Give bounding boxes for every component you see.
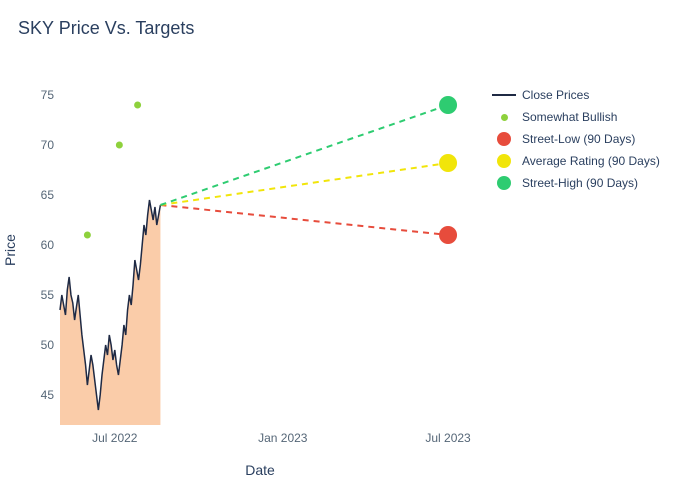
legend-dot-icon (501, 114, 508, 121)
legend-symbol (490, 132, 518, 146)
target-marker-low (439, 226, 457, 244)
legend: Close Prices Somewhat Bullish Street-Low (… (490, 85, 660, 195)
bullish-point (134, 102, 141, 109)
legend-item: Street-Low (90 Days) (490, 129, 660, 149)
legend-dot-icon (497, 154, 511, 168)
x-tick: Jul 2022 (92, 425, 137, 445)
y-tick: 65 (41, 188, 60, 202)
y-tick: 70 (41, 138, 60, 152)
legend-dot-icon (497, 176, 511, 190)
legend-label: Street-Low (90 Days) (522, 132, 635, 146)
chart-container: SKY Price Vs. Targets Price Date 4550556… (0, 0, 700, 500)
plot-area: 45505560657075 Jul 2022Jan 2023Jul 2023 (60, 85, 480, 425)
y-tick: 60 (41, 238, 60, 252)
legend-label: Street-High (90 Days) (522, 176, 638, 190)
target-line-high (160, 105, 448, 205)
legend-item: Street-High (90 Days) (490, 173, 660, 193)
legend-dot-icon (497, 132, 511, 146)
legend-item: Somewhat Bullish (490, 107, 660, 127)
target-marker-high (439, 96, 457, 114)
bullish-point (84, 232, 91, 239)
y-tick: 75 (41, 88, 60, 102)
legend-label: Average Rating (90 Days) (522, 154, 660, 168)
legend-label: Close Prices (522, 88, 589, 102)
legend-item: Average Rating (90 Days) (490, 151, 660, 171)
legend-item: Close Prices (490, 85, 660, 105)
plot-svg (60, 85, 480, 425)
x-axis-label: Date (245, 462, 275, 478)
target-marker-avg (439, 154, 457, 172)
legend-line-icon (492, 94, 516, 96)
x-tick: Jan 2023 (258, 425, 307, 445)
y-tick: 55 (41, 288, 60, 302)
chart-title: SKY Price Vs. Targets (18, 18, 194, 39)
y-tick: 50 (41, 338, 60, 352)
y-tick: 45 (41, 388, 60, 402)
legend-symbol (490, 154, 518, 168)
legend-symbol (490, 94, 518, 96)
target-line-low (160, 205, 448, 235)
bullish-point (116, 142, 123, 149)
y-axis-label: Price (2, 234, 18, 266)
legend-symbol (490, 176, 518, 190)
x-tick: Jul 2023 (425, 425, 470, 445)
legend-label: Somewhat Bullish (522, 110, 617, 124)
target-line-avg (160, 163, 448, 205)
legend-symbol (490, 114, 518, 121)
